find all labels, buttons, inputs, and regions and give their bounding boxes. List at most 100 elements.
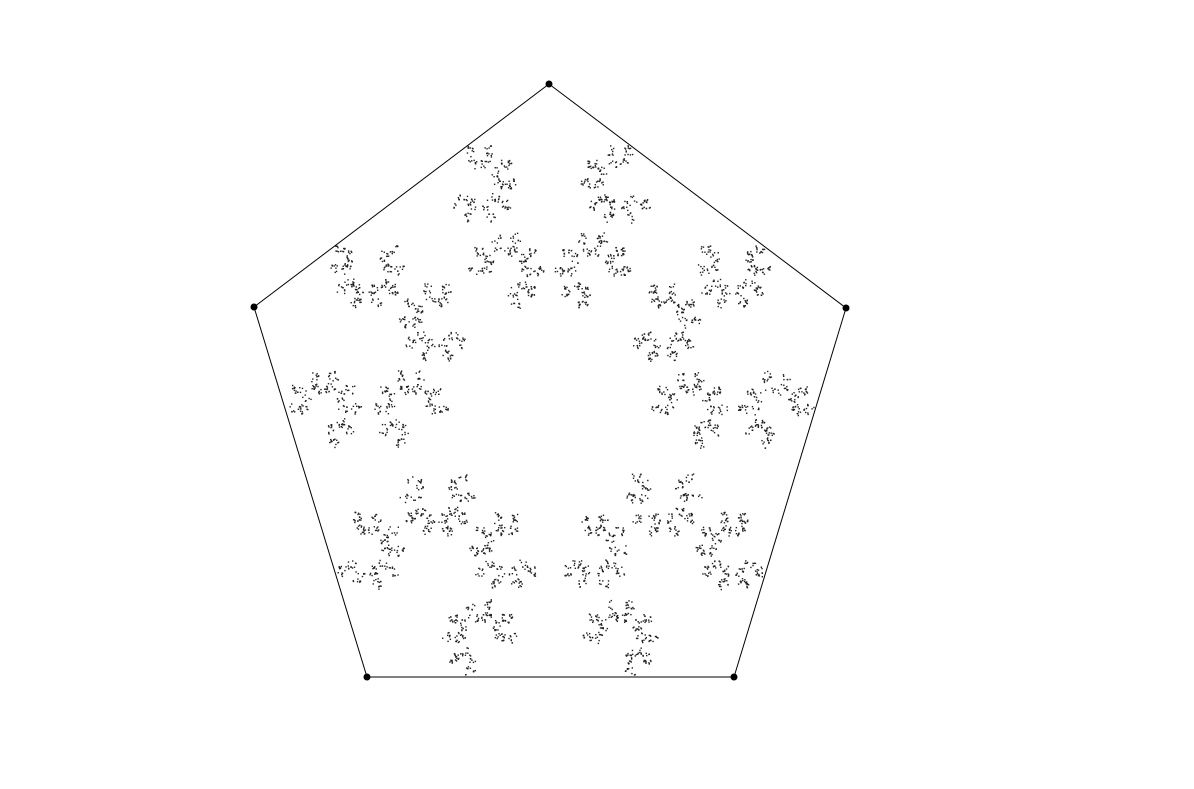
fractal-point <box>426 517 428 519</box>
fractal-point <box>317 375 319 378</box>
fractal-point <box>683 500 686 502</box>
fractal-point <box>707 251 709 253</box>
fractal-point <box>402 318 404 320</box>
fractal-point <box>345 566 347 568</box>
fractal-point <box>630 613 632 616</box>
fractal-point <box>693 434 695 437</box>
fractal-point <box>607 261 609 263</box>
fractal-point <box>512 178 515 180</box>
fractal-point <box>450 660 452 662</box>
fractal-point <box>772 432 774 435</box>
fractal-point <box>578 301 580 303</box>
fractal-point <box>444 520 446 522</box>
fractal-point <box>642 655 645 657</box>
fractal-point <box>624 148 627 150</box>
fractal-point <box>610 162 612 164</box>
fractal-point <box>697 372 700 374</box>
fractal-point <box>673 283 676 285</box>
fractal-point <box>483 573 485 575</box>
fractal-point <box>454 508 456 511</box>
fractal-point <box>461 636 464 638</box>
fractal-point <box>428 290 431 292</box>
fractal-point <box>466 667 468 669</box>
fractal-point <box>750 426 752 428</box>
fractal-point <box>316 373 318 375</box>
fractal-point <box>377 298 379 300</box>
fractal-point <box>623 574 626 576</box>
fractal-point <box>749 285 752 287</box>
fractal-point <box>506 199 509 202</box>
fractal-point <box>420 311 423 313</box>
fractal-point <box>519 240 521 242</box>
fractal-point <box>574 560 576 562</box>
fractal-point <box>291 387 294 390</box>
fractal-point <box>375 513 377 516</box>
fractal-point <box>360 526 363 528</box>
fractal-point <box>328 372 331 375</box>
fractal-point <box>418 496 420 499</box>
fractal-point <box>742 530 744 532</box>
fractal-point <box>687 347 689 350</box>
fractal-point <box>385 281 387 283</box>
fractal-point <box>490 156 493 158</box>
fractal-point <box>294 392 297 394</box>
fractal-point <box>510 303 513 305</box>
fractal-point <box>562 270 564 272</box>
fractal-point <box>445 293 447 295</box>
fractal-point <box>666 347 669 350</box>
fractal-point <box>717 434 719 436</box>
fractal-point <box>679 338 682 340</box>
fractal-point <box>715 548 718 550</box>
fractal-point <box>578 304 580 306</box>
fractal-point <box>411 303 413 306</box>
fractal-point <box>722 580 724 583</box>
fractal-point <box>472 150 475 153</box>
fractal-point <box>627 667 630 670</box>
fractal-point <box>447 351 449 353</box>
fractal-point <box>464 513 466 515</box>
fractal-point <box>427 342 429 344</box>
fractal-point <box>312 378 314 380</box>
fractal-point <box>579 586 581 588</box>
fractal-point <box>743 297 745 300</box>
fractal-point <box>750 258 752 261</box>
fractal-point <box>714 426 716 429</box>
fractal-point <box>336 421 338 424</box>
fractal-point <box>581 234 583 237</box>
fractal-point <box>750 261 752 263</box>
fractal-point <box>418 481 421 483</box>
fractal-point <box>385 433 387 436</box>
fractal-point <box>343 289 346 291</box>
fractal-point <box>338 426 341 428</box>
fractal-point <box>386 252 388 255</box>
fractal-point <box>465 479 467 481</box>
fractal-point <box>471 659 473 661</box>
fractal-point <box>658 522 660 524</box>
fractal-point <box>425 390 427 392</box>
fractal-point <box>605 559 607 561</box>
fractal-point <box>449 620 452 622</box>
fractal-point <box>508 621 510 624</box>
fractal-point <box>390 404 393 406</box>
fractal-point <box>657 404 660 407</box>
fractal-point <box>477 573 479 575</box>
fractal-point <box>388 395 391 397</box>
fractal-point <box>682 331 684 333</box>
fractal-point <box>482 568 484 570</box>
fractal-point <box>599 237 601 239</box>
fractal-point <box>357 405 360 408</box>
fractal-point <box>713 393 716 396</box>
fractal-point <box>451 621 454 623</box>
fractal-point <box>453 512 455 514</box>
fractal-point <box>679 320 682 322</box>
fractal-point <box>739 513 742 516</box>
fractal-point <box>417 384 419 386</box>
fractal-point <box>681 508 683 511</box>
fractal-point <box>451 619 453 621</box>
fractal-point <box>751 280 753 282</box>
fractal-point <box>681 385 684 388</box>
fractal-point <box>396 292 398 294</box>
fractal-point <box>703 528 705 531</box>
fractal-point <box>394 283 396 286</box>
fractal-point <box>484 604 486 606</box>
